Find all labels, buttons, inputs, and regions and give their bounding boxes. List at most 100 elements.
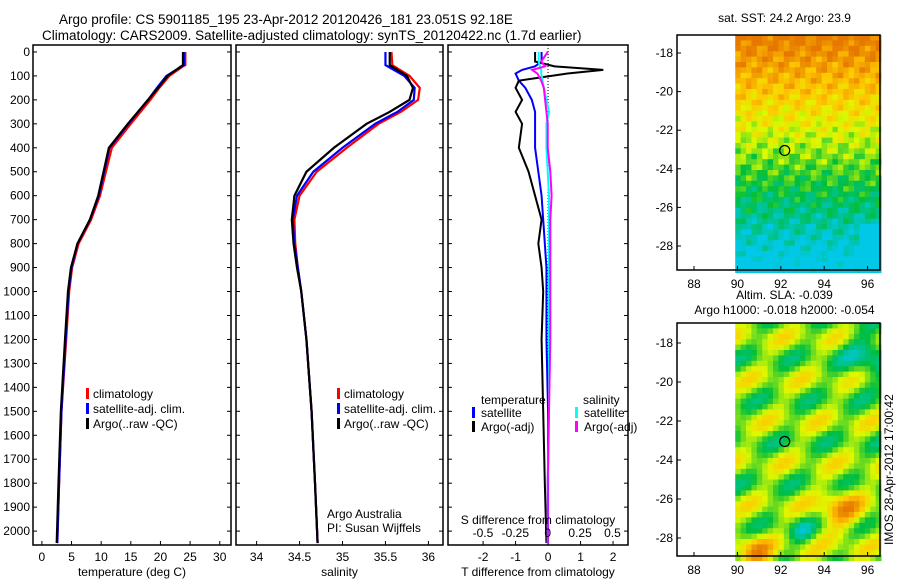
legend-label: satellite-adj. clim. xyxy=(344,402,436,416)
sst-cell xyxy=(843,224,850,230)
sla-cell xyxy=(810,463,817,470)
sst-cell xyxy=(735,83,742,90)
sst-cell xyxy=(810,78,817,85)
sla-cell xyxy=(800,431,806,437)
salinity-xlabel: salinity xyxy=(321,565,358,579)
sla-cell xyxy=(864,517,871,524)
sst-cell xyxy=(756,51,763,58)
sst-cell xyxy=(740,191,747,198)
sla-cell xyxy=(762,382,769,389)
sst-cell xyxy=(810,40,817,47)
sst-cell xyxy=(837,175,844,182)
sst-cell xyxy=(762,45,769,52)
sla-cell xyxy=(767,344,774,351)
sla-cell xyxy=(810,328,817,335)
sla-cell xyxy=(756,387,763,394)
sst-cell xyxy=(875,99,882,106)
sla-cell xyxy=(773,528,779,535)
y-tick-label: 1100 xyxy=(4,308,30,322)
sst-cell xyxy=(746,170,752,176)
sst-cell xyxy=(805,191,812,198)
sla-cell xyxy=(854,436,860,443)
sla-cell xyxy=(864,436,871,443)
sla-cell xyxy=(864,431,871,437)
sla-cell xyxy=(773,436,779,443)
sla-cell xyxy=(870,447,877,454)
sla-cell xyxy=(832,339,839,346)
sla-cell xyxy=(810,539,817,545)
sla-cell xyxy=(773,333,779,340)
sst-cell xyxy=(859,207,866,214)
sla-cell xyxy=(794,512,801,518)
map-xtick-label: 90 xyxy=(731,563,745,577)
sla-cell xyxy=(827,409,833,416)
sst-cell xyxy=(800,121,806,128)
salinity-frame xyxy=(235,44,444,546)
sst-cell xyxy=(751,153,758,160)
sla-cell xyxy=(794,323,801,329)
sla-cell xyxy=(735,522,742,529)
sla-cell xyxy=(843,522,850,529)
sla-cell xyxy=(746,490,752,497)
sla-cell xyxy=(767,371,774,378)
sst-cell xyxy=(821,137,828,144)
sla-cell xyxy=(800,539,806,545)
sla-cell xyxy=(837,533,844,540)
sst-cell xyxy=(773,224,779,230)
sla-cell xyxy=(810,533,817,540)
sla-cell xyxy=(751,463,758,470)
sla-cell xyxy=(848,387,855,394)
sla-cell xyxy=(751,377,758,383)
sla-cell xyxy=(789,371,796,378)
sst-cell xyxy=(773,137,779,144)
sst-cell xyxy=(859,148,866,155)
sst-cell xyxy=(848,148,855,155)
sst-cell xyxy=(735,164,742,171)
sla-cell xyxy=(832,420,839,427)
sla-cell xyxy=(783,371,790,378)
sst-cell xyxy=(746,197,752,203)
sst-cell xyxy=(854,62,860,68)
sst-cell xyxy=(848,175,855,182)
sst-cell xyxy=(859,245,866,252)
sst-cell xyxy=(767,180,774,187)
sla-cell xyxy=(854,490,860,497)
sst-cell xyxy=(805,94,812,101)
sst-cell xyxy=(864,137,871,144)
sst-cell xyxy=(843,159,850,166)
sst-cell xyxy=(789,126,796,133)
sst-cell xyxy=(805,224,812,230)
sla-cell xyxy=(832,506,839,513)
sst-cell xyxy=(843,126,850,133)
sla-cell xyxy=(756,414,763,421)
sst-cell xyxy=(827,245,833,252)
sla-cell xyxy=(789,344,796,351)
sla-cell xyxy=(778,414,785,421)
sst-cell xyxy=(821,251,828,257)
sst-cell xyxy=(832,164,839,171)
sla-cell xyxy=(837,490,844,497)
sst-cell xyxy=(773,94,779,101)
sst-cell xyxy=(756,105,763,112)
sla-cell xyxy=(740,441,747,448)
sla-cell xyxy=(740,522,747,529)
sla-cell xyxy=(746,501,752,508)
sla-cell xyxy=(870,328,877,335)
sla-cell xyxy=(816,512,823,518)
sla-cell xyxy=(870,371,877,378)
sst-cell xyxy=(848,207,855,214)
sla-cell xyxy=(783,533,790,540)
sst-cell xyxy=(789,170,796,176)
sla-cell xyxy=(735,549,742,556)
sla-cell xyxy=(751,414,758,421)
sst-cell xyxy=(767,234,774,241)
sla-cell xyxy=(756,452,763,459)
sst-cell xyxy=(800,105,806,112)
sst-cell xyxy=(735,72,742,79)
sst-cell xyxy=(735,35,742,41)
sst-cell xyxy=(746,148,752,155)
sla-cell xyxy=(854,366,860,373)
sst-cell xyxy=(751,261,758,268)
sst-cell xyxy=(875,153,882,160)
sst-cell xyxy=(859,62,866,68)
